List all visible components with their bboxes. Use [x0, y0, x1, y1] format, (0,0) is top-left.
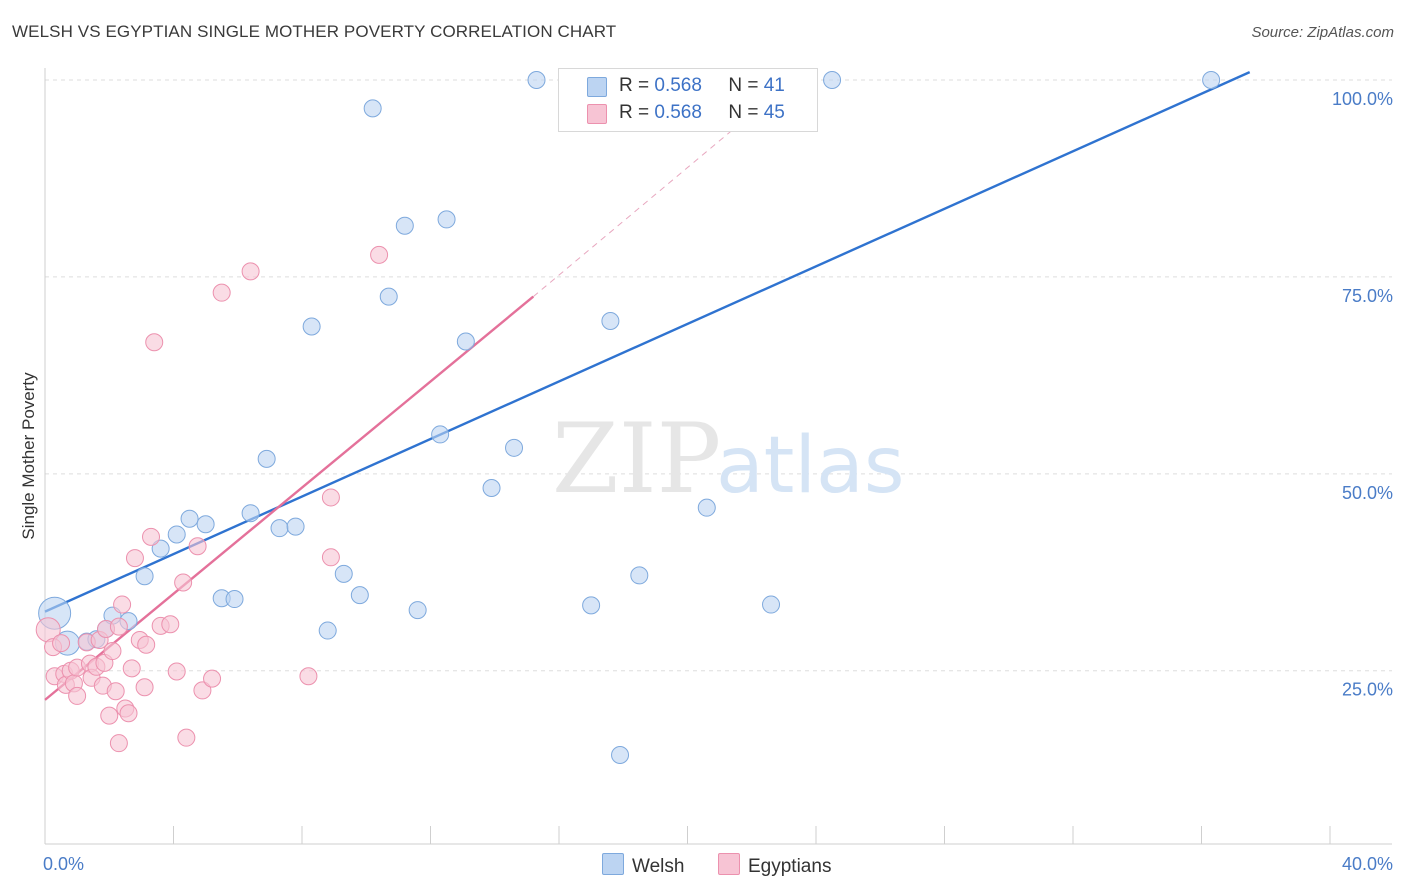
n-value: 41 — [763, 75, 785, 96]
trend-line-welsh — [44, 71, 1251, 613]
watermark-atlas: atlas — [716, 421, 905, 511]
r-value: 0.568 — [654, 102, 702, 123]
y-tick-label: 75.0% — [1342, 286, 1393, 306]
egyptians-point — [321, 548, 340, 567]
egyptians-point — [125, 549, 144, 568]
egyptians-point — [193, 681, 212, 700]
trend-lines — [44, 71, 1251, 701]
welsh-point — [379, 287, 398, 306]
egyptians-point — [103, 642, 122, 661]
n-value: 45 — [763, 102, 785, 123]
grid-lines — [45, 79, 1392, 672]
egyptians-point — [188, 537, 207, 556]
egyptians-point — [321, 488, 340, 507]
welsh-point — [241, 504, 260, 523]
welsh-point — [135, 567, 154, 586]
welsh-point — [630, 566, 649, 585]
x-tick-label: 40.0% — [1342, 854, 1393, 874]
x-tick-label: 0.0% — [43, 854, 84, 874]
welsh-point — [257, 449, 276, 468]
r-label: R = — [619, 102, 650, 123]
egyptians-swatch-icon — [587, 104, 607, 124]
welsh-point — [270, 519, 289, 538]
legend-egyptians-label: Egyptians — [748, 856, 832, 877]
welsh-point — [334, 564, 353, 583]
stats-legend: R = 0.568 N = 41 R = 0.568 N = 45 — [558, 68, 818, 132]
welsh-legend-icon — [602, 853, 624, 875]
welsh-point — [762, 595, 781, 614]
welsh-point — [302, 317, 321, 336]
egyptians-point — [113, 595, 132, 614]
y-tick-label: 100.0% — [1332, 89, 1393, 109]
y-tick-label: 50.0% — [1342, 483, 1393, 503]
egyptians-point — [52, 634, 71, 653]
y-axis-label: Single Mother Poverty — [19, 372, 38, 540]
trend-line-egyptians — [44, 295, 535, 701]
egyptians-point — [174, 573, 193, 592]
egyptians-point — [106, 682, 125, 701]
legend-welsh-label: Welsh — [632, 856, 685, 877]
egyptians-point — [161, 615, 180, 634]
welsh-point — [527, 71, 546, 89]
egyptians-point — [109, 734, 128, 753]
legend-row-egyptians: R = 0.568 N = 45 — [619, 102, 785, 126]
welsh-point — [167, 525, 186, 544]
welsh-point — [697, 498, 716, 517]
welsh-point — [582, 596, 601, 615]
egyptians-point — [109, 617, 128, 636]
y-tick-label: 25.0% — [1342, 680, 1393, 700]
egyptians-point — [119, 704, 138, 723]
data-points — [35, 71, 1221, 764]
egyptians-point — [122, 659, 141, 678]
egyptians-point — [177, 728, 196, 747]
watermark: ZIP atlas — [552, 403, 905, 515]
welsh-point — [505, 438, 524, 457]
r-value: 0.568 — [654, 75, 702, 96]
egyptians-point — [299, 667, 318, 686]
welsh-point — [431, 425, 450, 444]
welsh-point — [437, 210, 456, 229]
watermark-zip: ZIP — [552, 403, 721, 515]
egyptians-point — [137, 635, 156, 654]
welsh-point — [456, 332, 475, 351]
welsh-point — [225, 590, 244, 609]
egyptians-point — [241, 262, 260, 281]
egyptians-point — [100, 706, 119, 725]
egyptians-legend-icon — [718, 853, 740, 875]
welsh-swatch-icon — [587, 77, 607, 97]
welsh-point — [823, 71, 842, 89]
n-label: N = — [728, 75, 759, 96]
egyptians-point — [135, 678, 154, 697]
axes: 25.0% 50.0% 75.0% 100.0% 0.0% 40.0% — [43, 68, 1393, 874]
r-label: R = — [619, 75, 650, 96]
welsh-point — [350, 586, 369, 605]
egyptians-point — [145, 333, 164, 352]
welsh-point — [482, 478, 501, 497]
egyptians-point — [142, 527, 161, 546]
legend-item-egyptians: Egyptians — [718, 853, 831, 878]
welsh-point — [611, 745, 630, 764]
source-credit: Source: ZipAtlas.com — [1251, 24, 1394, 41]
chart-title: WELSH VS EGYPTIAN SINGLE MOTHER POVERTY … — [12, 22, 617, 41]
egyptians-point — [370, 245, 389, 264]
egyptians-point — [68, 686, 87, 705]
egyptians-point — [203, 669, 222, 688]
egyptians-point — [167, 662, 186, 681]
welsh-point — [196, 515, 215, 534]
welsh-point — [286, 517, 305, 536]
welsh-point — [151, 539, 170, 558]
welsh-point — [1202, 71, 1221, 89]
welsh-point — [395, 216, 414, 235]
welsh-point — [363, 99, 382, 118]
trend-extension-egyptians — [532, 126, 737, 297]
n-label: N = — [728, 102, 759, 123]
welsh-point — [180, 509, 199, 528]
legend-item-welsh: Welsh — [602, 853, 684, 878]
welsh-point — [318, 621, 337, 640]
legend-row-welsh: R = 0.568 N = 41 — [619, 75, 785, 99]
welsh-point — [601, 312, 620, 331]
welsh-point — [408, 601, 427, 620]
egyptians-point — [212, 283, 231, 302]
